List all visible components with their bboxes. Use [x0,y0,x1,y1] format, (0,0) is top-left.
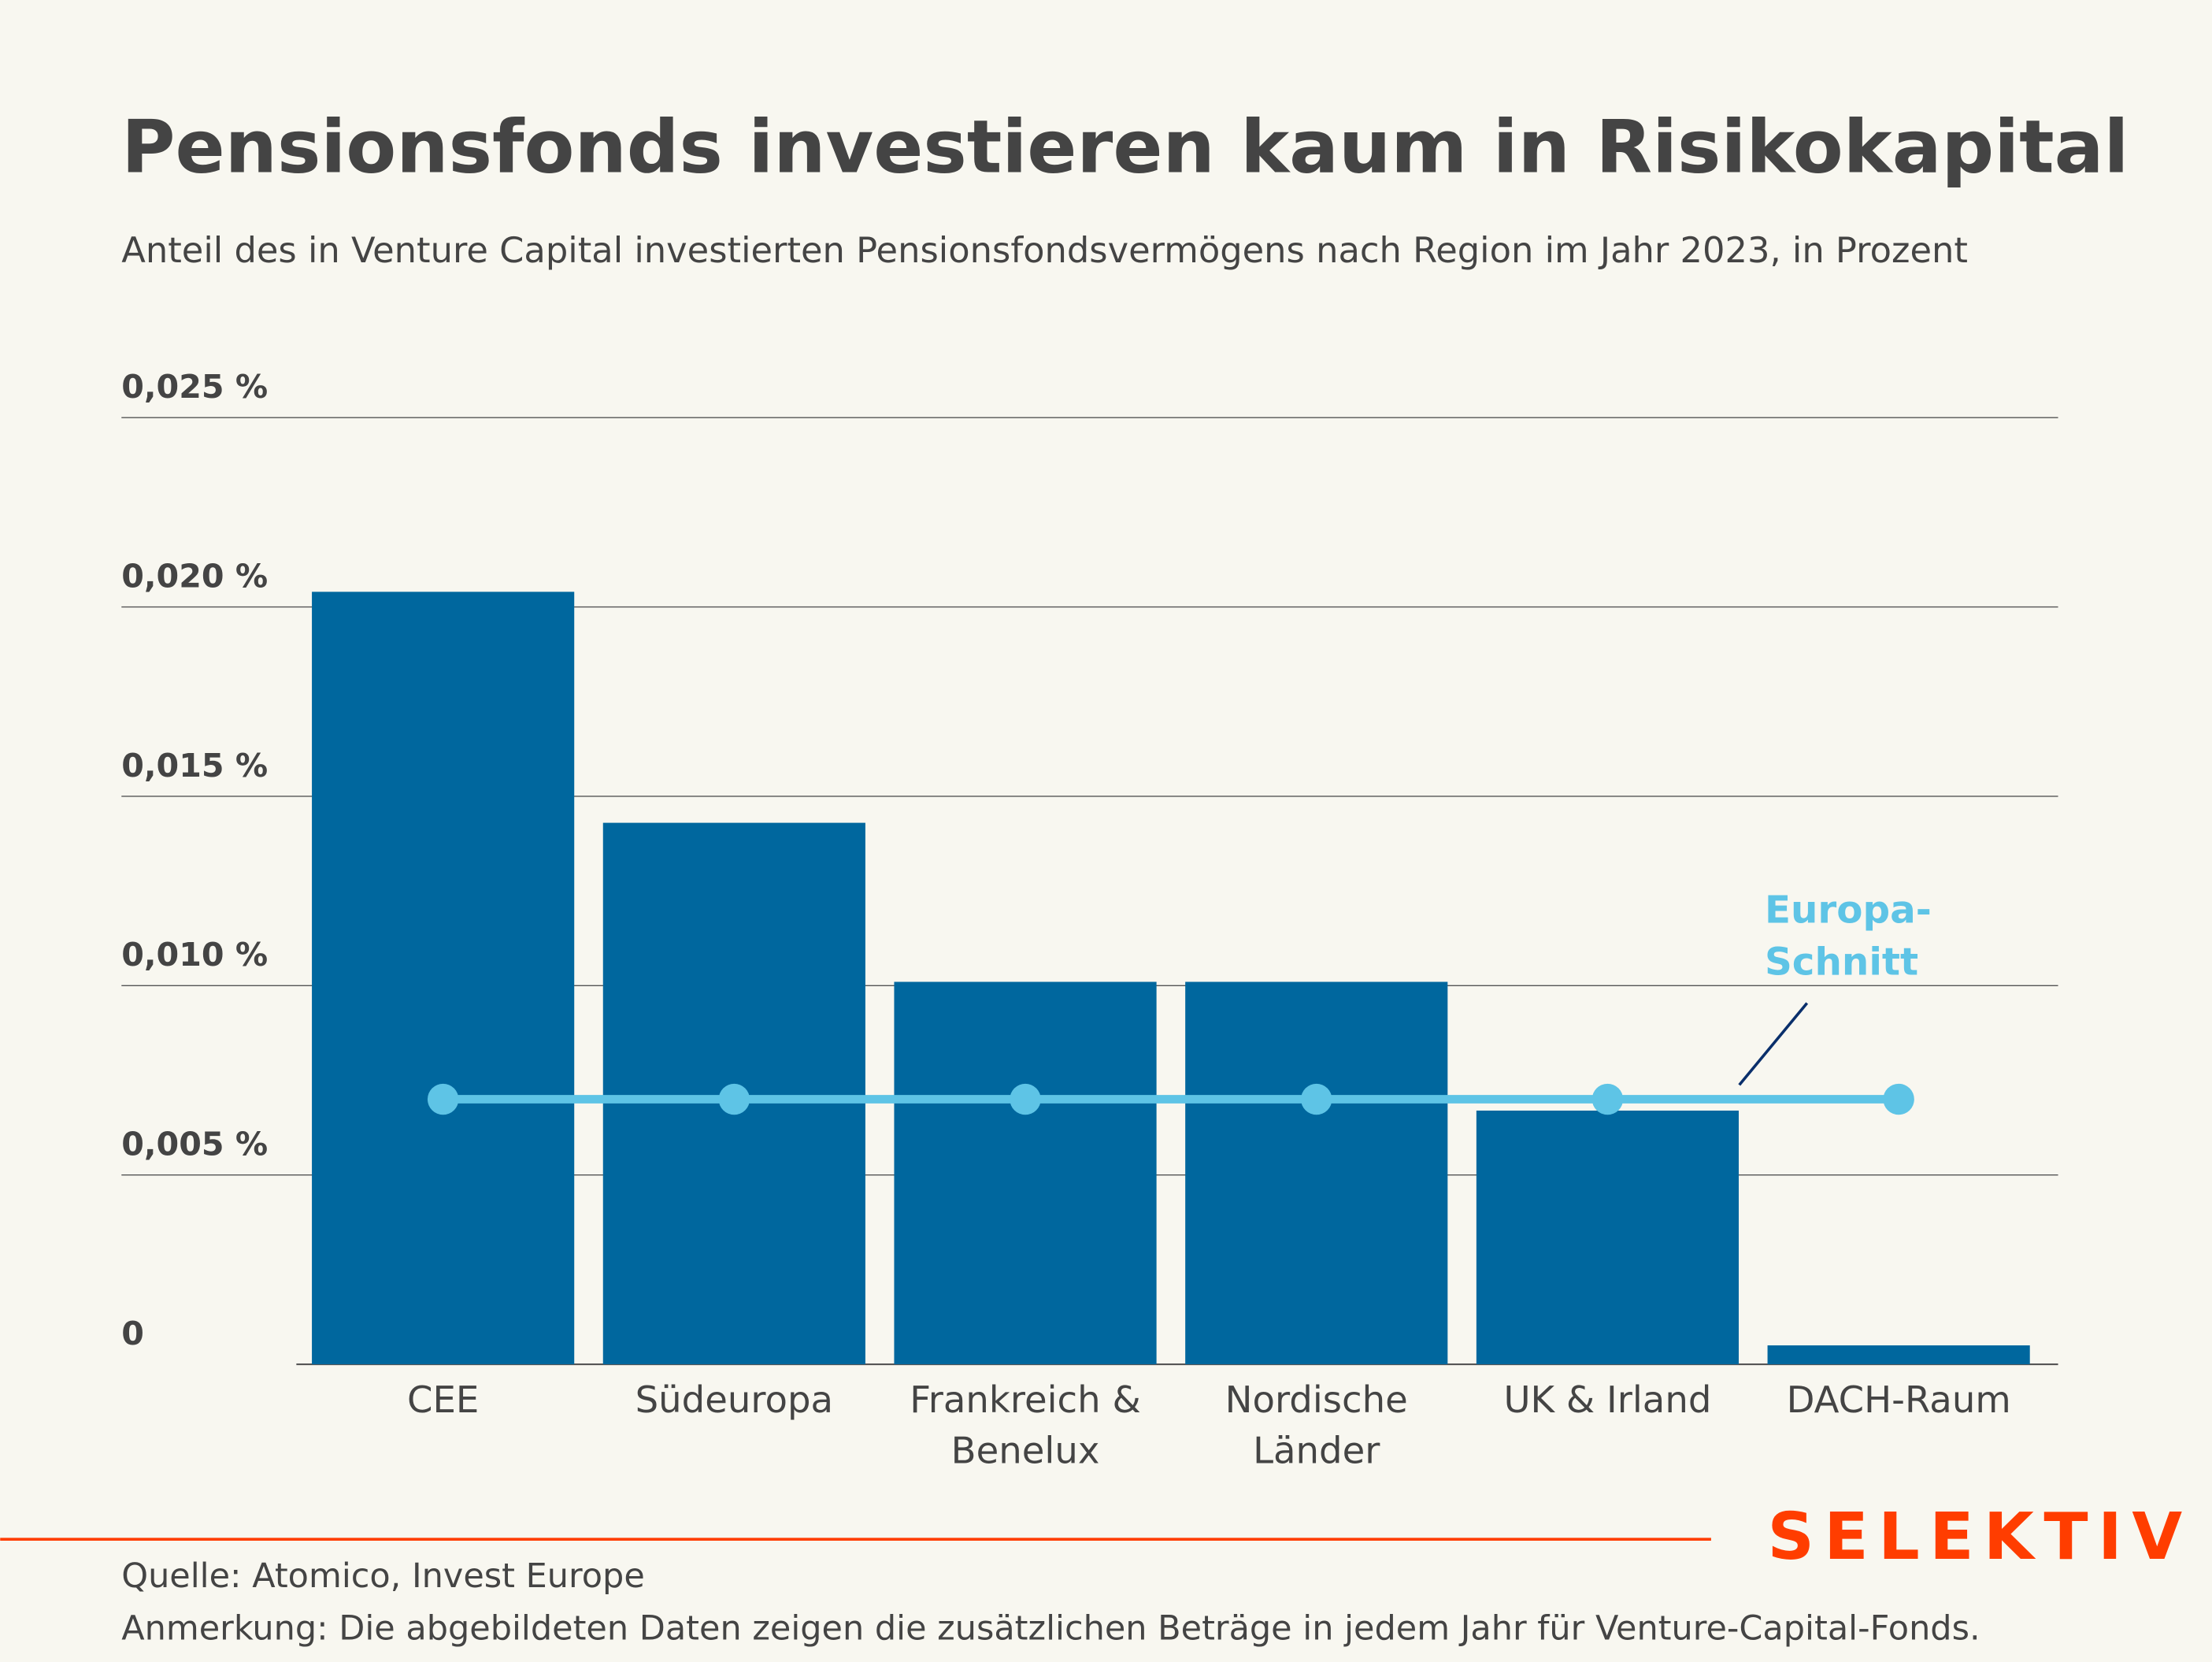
y-tick-label: 0,005 % [121,1126,268,1163]
selektiv-logo: SELEKTIV [1768,1500,2192,1575]
note-text: Anmerkung: Die abgebildeten Daten zeigen… [121,1608,1980,1648]
x-tick-label: Nordische [1225,1378,1408,1421]
x-tick-label: Benelux [951,1429,1100,1471]
chart-subtitle: Anteil des in Venture Capital investiert… [121,229,1968,271]
bar-dach-raum [1767,1345,2030,1365]
y-axis-ticks: 0 0,005 % 0,010 % 0,015 % 0,020 % 0,025 % [121,368,268,1352]
bar-frankreich-benelux [894,981,1157,1365]
bar-nordische-länder [1185,981,1448,1365]
bar-cee [312,592,575,1365]
y-tick-label: 0 [121,1315,144,1352]
x-axis-labels: CEE Südeuropa Frankreich & Benelux Nordische… [407,1378,2011,1471]
average-point [718,1083,750,1115]
x-tick-label: CEE [407,1378,479,1421]
average-point [1883,1083,1914,1115]
x-tick-label: Frankreich & [910,1378,1140,1421]
y-tick-label: 0,020 % [121,557,268,595]
average-point [1301,1083,1332,1115]
average-point [427,1083,459,1115]
chart-title: Pensionsfonds investieren kaum in Risiko… [121,105,2129,190]
x-tick-label: UK & Irland [1503,1378,1711,1421]
source-text: Quelle: Atomico, Invest Europe [121,1556,645,1596]
annotation-leader-line [1738,1002,1809,1086]
x-tick-label: Südeuropa [635,1378,833,1421]
average-label-line2: Schnitt [1765,940,1918,985]
average-label-line1: Europa- [1765,888,1932,932]
y-tick-label: 0,010 % [121,936,268,974]
y-tick-label: 0,025 % [121,368,268,406]
y-tick-label: 0,015 % [121,747,268,785]
x-tick-label: DACH-Raum [1787,1378,2011,1421]
average-point [1591,1083,1624,1115]
bars [312,592,2030,1365]
average-line [427,1083,1914,1115]
average-point [1010,1083,1041,1115]
bar-uk-irland [1476,1110,1740,1365]
x-tick-label: Länder [1253,1429,1380,1471]
